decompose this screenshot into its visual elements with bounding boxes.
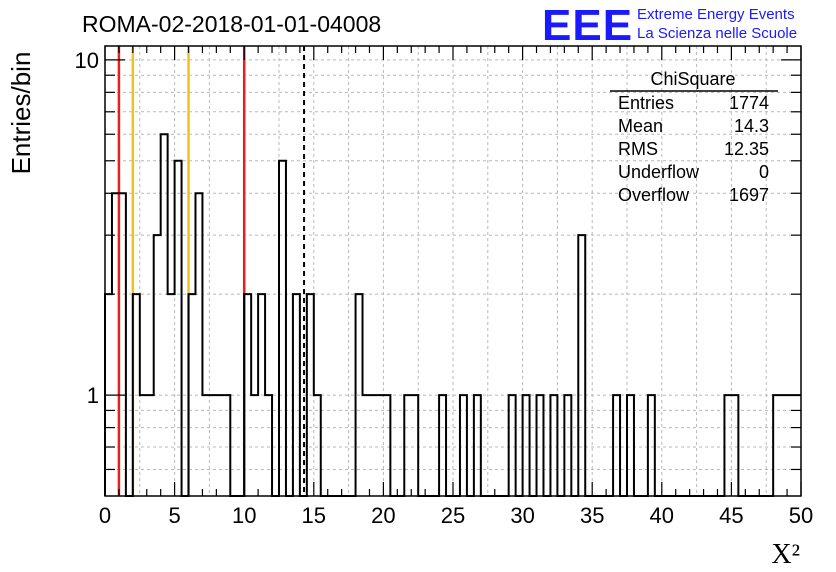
y-axis-label: Entries/bin <box>6 52 36 175</box>
histogram-bin <box>216 395 223 496</box>
x-tick-label: 35 <box>580 503 604 528</box>
y-tick-label: 10 <box>75 48 99 73</box>
logo-line-1: Extreme Energy Events <box>637 6 795 23</box>
stats-value: 12.35 <box>724 139 769 159</box>
stats-box: ChiSquare Entries 1774 Mean 14.3 RMS 12.35 Und… <box>610 69 778 205</box>
x-tick-label: 40 <box>650 503 674 528</box>
stats-label: Overflow <box>618 185 690 205</box>
stats-label: Entries <box>618 93 674 113</box>
histogram-bin <box>780 395 787 496</box>
histogram-bin <box>140 395 147 496</box>
x-axis-label: X² <box>771 539 800 570</box>
histogram-bin <box>627 395 634 496</box>
histogram-bin <box>112 193 119 496</box>
stats-title: ChiSquare <box>650 69 735 89</box>
histogram-bin <box>244 294 251 496</box>
y-tick-label: 1 <box>87 383 99 408</box>
x-tick-label: 0 <box>99 503 111 528</box>
histogram-bin <box>383 395 390 496</box>
histogram-bin <box>564 395 571 496</box>
logo-line-2: La Scienza nelle Scuole <box>637 25 797 42</box>
histogram-bin <box>369 395 376 496</box>
x-tick-label: 25 <box>441 503 465 528</box>
histogram-bin <box>648 395 655 496</box>
stats-label: Mean <box>618 116 663 136</box>
x-tick-label: 5 <box>168 503 180 528</box>
histogram-bin <box>314 395 321 496</box>
run-title: ROMA-02-2018-01-01-04008 <box>82 11 381 37</box>
axes: 0 5 10 15 20 25 30 35 40 45 50 1 10 <box>75 45 813 528</box>
histogram-bin <box>279 161 286 496</box>
histogram <box>104 133 801 497</box>
histogram-bin <box>265 395 272 496</box>
x-tick-label: 20 <box>371 503 395 528</box>
stats-value: 0 <box>759 162 769 182</box>
histogram-bin <box>147 395 154 496</box>
histogram-bin <box>460 395 467 496</box>
histogram-bin <box>307 294 314 496</box>
stats-value: 1697 <box>729 185 769 205</box>
eee-logo: EEE <box>542 1 633 50</box>
x-tick-label: 10 <box>232 503 256 528</box>
histogram-bin <box>439 395 446 496</box>
histogram-bin <box>154 235 161 496</box>
histogram-bin <box>195 193 202 496</box>
histogram-bin <box>363 395 370 496</box>
x-tick-label: 15 <box>302 503 326 528</box>
histogram-bin <box>773 395 780 496</box>
histogram-bin <box>523 395 530 496</box>
histogram-bin <box>133 294 140 496</box>
histogram-bin <box>613 395 620 496</box>
histogram-bin <box>189 294 196 496</box>
histogram-bin <box>356 294 363 496</box>
histogram-bin <box>175 161 182 496</box>
histogram-bin <box>404 395 411 496</box>
histogram-bin <box>202 395 209 496</box>
x-tick-label: 45 <box>719 503 743 528</box>
x-tick-label: 30 <box>510 503 534 528</box>
histogram-bin <box>168 294 175 496</box>
histogram-bin <box>731 395 738 496</box>
histogram-bin <box>161 134 168 496</box>
histogram-bin <box>550 395 557 496</box>
histogram-bin <box>119 193 126 496</box>
histogram-bin <box>537 395 544 496</box>
histogram-bin <box>474 395 481 496</box>
histogram-bin <box>293 294 300 496</box>
histogram-bin <box>223 395 230 496</box>
x-tick-label: 50 <box>789 503 813 528</box>
stats-label: Underflow <box>618 162 700 182</box>
histogram-bin <box>258 294 265 496</box>
histogram-bin <box>724 395 731 496</box>
histogram-bin <box>411 395 418 496</box>
stats-label: RMS <box>618 139 658 159</box>
histogram-bin <box>578 235 585 496</box>
histogram-bin <box>251 395 258 496</box>
stats-value: 1774 <box>729 93 769 113</box>
histogram-bin <box>509 395 516 496</box>
histogram-bin <box>376 395 383 496</box>
stats-value: 14.3 <box>734 116 769 136</box>
histogram-bin <box>209 395 216 496</box>
